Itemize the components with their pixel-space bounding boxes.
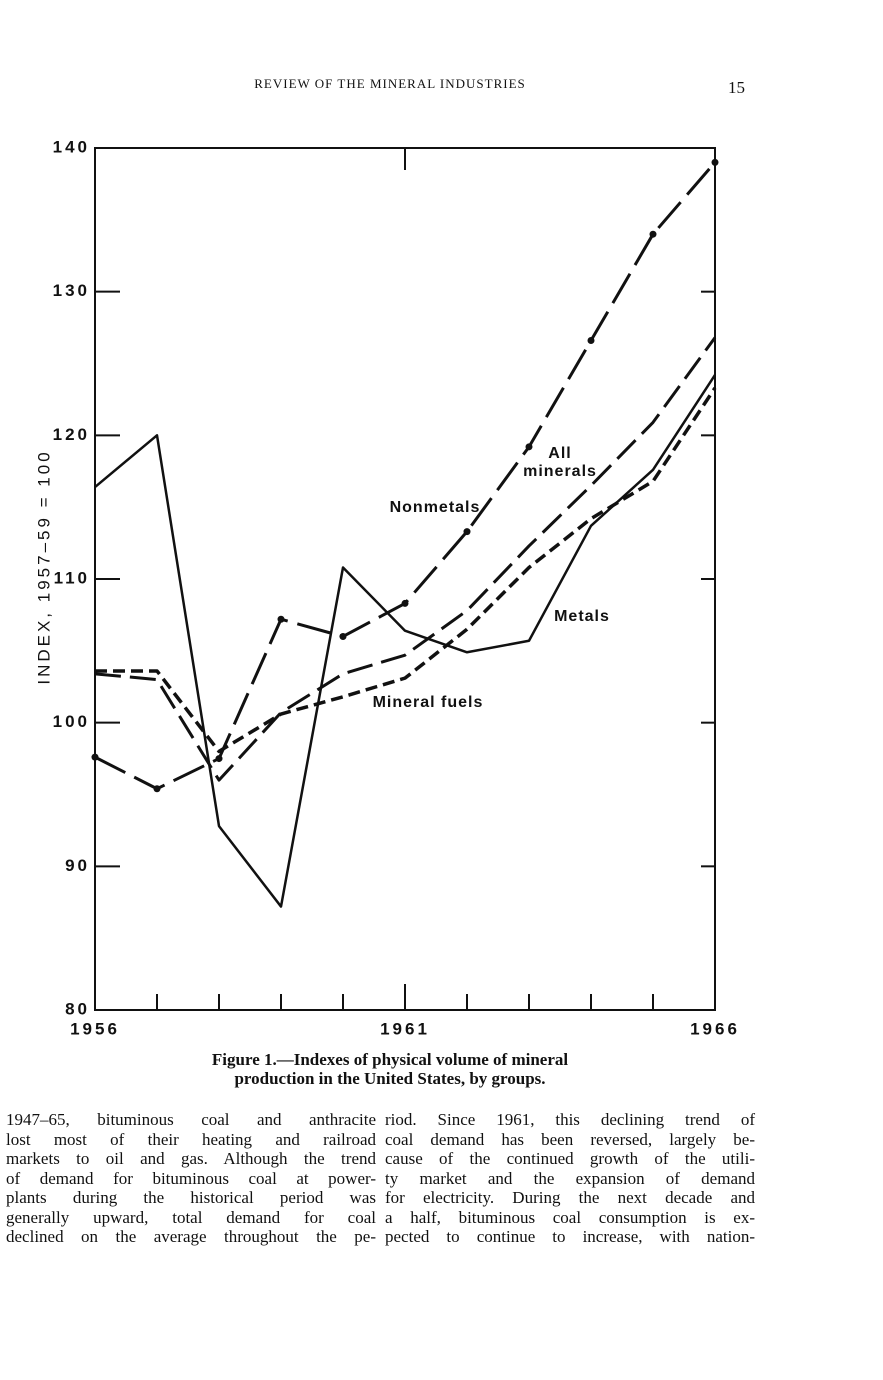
series-point xyxy=(711,158,719,166)
series-label: All minerals xyxy=(523,445,597,480)
text-line: declined on the average throughout the p… xyxy=(6,1227,376,1246)
y-tick-label: 120 xyxy=(53,425,90,444)
series-point xyxy=(463,528,471,536)
series-point xyxy=(91,753,99,761)
x-tick-label: 1966 xyxy=(690,1019,740,1038)
series-point xyxy=(153,785,161,793)
series-point xyxy=(215,755,223,763)
text-line: markets to oil and gas. Although the tre… xyxy=(6,1149,376,1168)
y-tick-label: 140 xyxy=(53,137,90,156)
text-line: riod. Since 1961, this declining trend o… xyxy=(385,1110,755,1129)
running-header: REVIEW OF THE MINERAL INDUSTRIES xyxy=(254,76,526,91)
x-tick-label: 1956 xyxy=(70,1019,120,1038)
series-point xyxy=(277,615,285,623)
x-tick-label: 1961 xyxy=(380,1019,430,1038)
y-axis-label: INDEX, 1957–59 = 100 xyxy=(34,449,53,684)
y-tick-label: 100 xyxy=(53,712,90,731)
text-line: cause of the continued growth of the uti… xyxy=(385,1149,755,1168)
chart: INDEX, 1957–59 = 100 80 90 100 110 120 130 140… xyxy=(34,137,740,1038)
series-line xyxy=(94,336,717,782)
text-line: coal demand has been reversed, largely b… xyxy=(385,1129,755,1149)
series-point xyxy=(339,632,347,640)
text-column: 1947–65, bituminous coal and anthracite l… xyxy=(6,1110,376,1247)
y-tick-label: 110 xyxy=(54,568,90,587)
series-label: Metals xyxy=(554,608,610,625)
series-line xyxy=(95,386,717,754)
figure-caption: Figure 1.—Indexes of physical volume of … xyxy=(150,1050,630,1088)
series-point xyxy=(525,443,533,451)
caption-line: Figure 1.—Indexes of physical volume of … xyxy=(211,1050,569,1069)
page-number: 15 xyxy=(728,78,745,97)
text-line: 1947–65, bituminous coal and anthracite xyxy=(6,1110,376,1129)
text-line: of demand for bituminous coal at power- xyxy=(6,1168,376,1188)
text-line: generally upward, total demand for coal xyxy=(6,1207,376,1227)
series-point xyxy=(649,230,657,238)
text-line: pected to continue to increase, with nat… xyxy=(385,1227,755,1246)
text-line: for electricity. During the next decade … xyxy=(385,1188,755,1207)
y-tick-label: 80 xyxy=(65,999,90,1018)
series-label: Nonmetals xyxy=(389,499,481,516)
series-point xyxy=(401,599,409,607)
text-column: riod. Since 1961, this declining trend o… xyxy=(385,1110,755,1247)
text-line: ty market and the expansion of demand xyxy=(385,1168,755,1188)
plot-frame xyxy=(94,147,716,1011)
caption-line: production in the United States, by grou… xyxy=(234,1069,546,1088)
y-tick-label: 90 xyxy=(65,856,90,875)
series-label: Mineral fuels xyxy=(372,694,484,711)
text-line: lost most of their heating and railroad xyxy=(6,1129,376,1149)
y-tick-label: 130 xyxy=(53,281,90,300)
text-line: a half, bituminous coal consumption is e… xyxy=(385,1207,755,1227)
series-point xyxy=(587,337,595,345)
text-line: plants during the historical period was xyxy=(6,1188,376,1207)
